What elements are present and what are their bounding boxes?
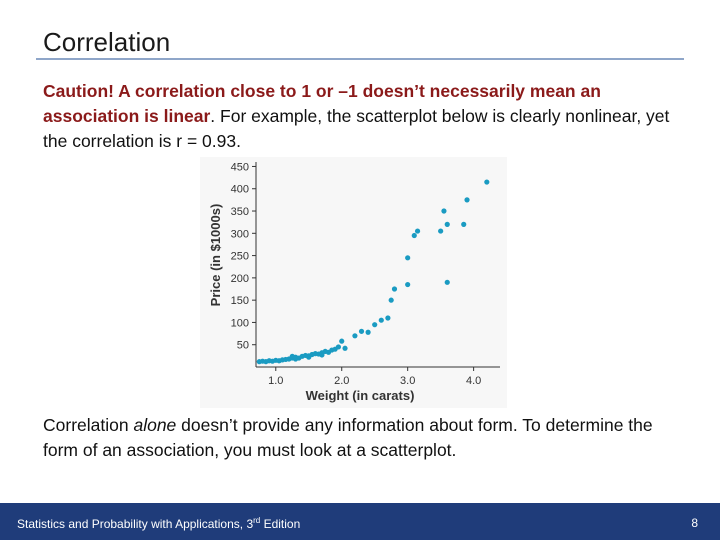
scatterplot-figure: Weight (in carats) Price (in $1000s) 50 1…: [200, 157, 507, 408]
scatter-point: [461, 221, 467, 227]
footer-bar: Statistics and Probability with Applicat…: [0, 503, 720, 540]
page-number: 8: [691, 516, 698, 530]
form-text-start: Correlation: [43, 415, 134, 435]
y-tick-label: 150: [231, 295, 249, 307]
scatter-point: [411, 232, 417, 239]
scatter-point: [319, 352, 325, 358]
y-tick-label: 450: [231, 161, 249, 173]
page-title: Correlation: [43, 27, 171, 57]
x-tick-label: 2.0: [334, 375, 349, 387]
scatter-point: [306, 354, 312, 360]
scatter-point: [365, 329, 371, 335]
footer-book-title-main: Statistics and Probability with Applicat…: [17, 517, 254, 531]
form-paragraph: Correlation alone doesn’t provide any in…: [43, 413, 683, 463]
caution-paragraph: Caution! A correlation close to 1 or –1 …: [43, 79, 683, 154]
x-tick-label: 1.0: [268, 375, 283, 387]
scatter-point: [388, 297, 394, 303]
scatter-point: [414, 228, 421, 234]
scatter-point: [444, 221, 450, 227]
footer-book-title-sup: rd: [253, 516, 261, 525]
scatter-point: [378, 317, 384, 323]
y-axis-label: Price (in $1000s): [208, 204, 223, 307]
caution-text: Caution! A correlation close to 1 or –1 …: [43, 81, 601, 126]
scatter-point: [405, 255, 411, 261]
y-tick-label: 300: [231, 228, 249, 240]
scatter-point: [444, 279, 450, 285]
scatter-point: [352, 333, 358, 339]
scatter-point: [342, 345, 348, 351]
form-text-emphasis: alone: [133, 415, 177, 435]
scatter-point: [484, 179, 490, 185]
title-divider: [36, 58, 684, 60]
footer-book-title-end: Edition: [260, 517, 301, 531]
x-axis-label: Weight (in carats): [306, 388, 415, 403]
footer-book-title: Statistics and Probability with Applicat…: [17, 516, 300, 531]
x-tick-label: 3.0: [400, 375, 415, 387]
scatter-point: [438, 228, 444, 234]
caution-example-text: . For example, the scatterplot below is …: [43, 106, 670, 151]
scatter-point: [441, 208, 447, 214]
scatter-point: [391, 286, 398, 292]
scatter-point: [385, 315, 391, 321]
y-tick-label: 250: [231, 251, 249, 263]
y-tick-label: 100: [231, 317, 249, 329]
scatter-point: [464, 197, 470, 203]
y-tick-label: 350: [231, 206, 249, 218]
y-tick-label: 200: [231, 273, 249, 285]
scatter-point: [335, 344, 342, 350]
y-tick-label: 400: [231, 184, 249, 196]
scatterplot-chart: Weight (in carats) Price (in $1000s) 50 1…: [208, 161, 500, 403]
scatter-point: [289, 353, 295, 359]
scatter-point: [372, 322, 378, 328]
scatter-point: [283, 356, 289, 363]
scatter-point: [358, 328, 365, 334]
scatter-point: [339, 338, 345, 344]
x-tick-label: 4.0: [466, 375, 481, 387]
y-tick-label: 50: [237, 340, 249, 352]
form-text-end: doesn’t provide any information about fo…: [43, 415, 653, 460]
scatter-point: [405, 281, 411, 288]
